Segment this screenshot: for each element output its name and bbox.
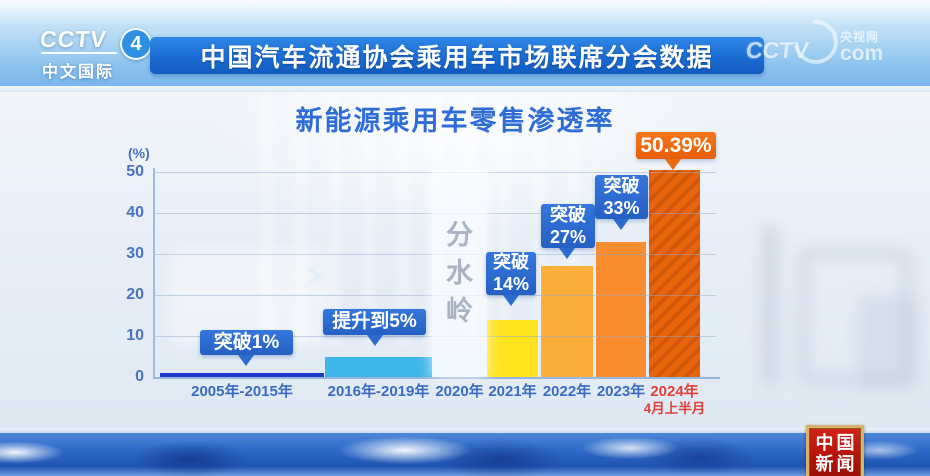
watershed-column: 分水岭	[432, 168, 487, 377]
callout-text: 突破	[550, 205, 586, 225]
callout-text: 27%	[549, 227, 587, 247]
watermark-domain: com	[840, 42, 884, 65]
callout-突破27%: 突破 27%	[541, 204, 595, 259]
channel-bug: CCTV 4 中文国际	[38, 24, 160, 81]
callout-pointer-icon	[503, 295, 519, 306]
callout-pointer-icon	[367, 335, 383, 346]
watermark: CCTV 央视网 com	[742, 11, 922, 73]
callout-pointer-icon	[559, 248, 575, 259]
x-axis-tick-label: 2020年	[390, 383, 530, 400]
background-streaks	[250, 95, 590, 345]
x-axis-tick-label: 2005年-2015年	[172, 383, 312, 400]
callout-text: 33%	[603, 198, 640, 218]
x-tick-line: 2023年	[596, 383, 646, 400]
header-banner: 中国汽车流通协会乘用车市场联席分会数据	[150, 37, 764, 74]
callout-text: 突破	[603, 176, 640, 196]
y-axis-unit-label: (%)	[128, 145, 150, 161]
x-axis-tick-label: 2021年	[443, 383, 583, 400]
watershed-label-char: 岭	[446, 295, 473, 326]
callout-突破33%: 突破 33%	[595, 175, 648, 230]
bar-2005年-2015年	[160, 372, 324, 377]
callout-pointer-icon	[613, 219, 629, 230]
x-tick-line: 2022年	[542, 383, 592, 400]
y-axis-tick-label: 50	[126, 163, 144, 180]
channel-subtitle: 中文国际	[42, 64, 115, 81]
y-axis-tick-label: 0	[135, 368, 144, 385]
channel-number-icon: 4	[120, 28, 152, 60]
callout-pointer-icon	[665, 159, 681, 170]
cctv-logo: CCTV	[38, 26, 109, 52]
china-news-badge: 中国 新闻	[806, 425, 864, 476]
chart-title: 新能源乘用车零售渗透率	[295, 106, 615, 136]
bar-2024年4月上半月	[649, 170, 700, 377]
x-tick-line: 2020年	[435, 383, 484, 400]
y-axis-tick-label: 30	[126, 245, 144, 262]
badge-line2: 新闻	[815, 453, 858, 474]
watermark-site-name: 央视网	[840, 30, 880, 44]
callout-text: 提升到5%	[332, 311, 417, 332]
callout-突破1%: 突破1%	[200, 330, 293, 366]
x-axis-tick-label: 2022年	[497, 383, 637, 400]
bottom-ticker-band	[0, 433, 930, 476]
x-axis-tick-label: 2023年	[551, 383, 691, 400]
x-tick-line: 2016年-2019年	[327, 383, 430, 400]
cctv-logo-swoosh	[41, 52, 117, 54]
top-band-sheen	[0, 0, 930, 26]
y-axis-tick-label: 20	[126, 286, 144, 303]
ghost-shape	[170, 250, 330, 345]
x-axis-line	[153, 377, 720, 379]
callout-text: 突破1%	[213, 332, 280, 353]
header-banner-title: 中国汽车流通协会乘用车市场联席分会数据	[200, 43, 714, 72]
x-tick-line: 2005年-2015年	[191, 383, 293, 400]
ghost-shape	[858, 295, 920, 390]
bar-2021年	[487, 319, 538, 377]
x-tick-line: 4月上半月	[643, 401, 706, 416]
x-axis-tick-label: 2016年-2019年	[309, 383, 449, 400]
x-axis-tick-label: 2024年 4月上半月	[605, 383, 745, 417]
callout-text: 14%	[492, 273, 530, 294]
y-axis-tick-label: 40	[126, 204, 144, 221]
y-axis-tick-label: 10	[126, 327, 144, 344]
badge-line1: 中国	[815, 432, 858, 453]
callout-text: 50.39%	[640, 134, 712, 157]
callout-50.39%: 50.39%	[636, 132, 716, 170]
callout-pointer-icon	[238, 355, 254, 366]
bottom-divider	[0, 428, 930, 433]
bar-2016年-2019年	[325, 356, 432, 377]
x-tick-line: 2021年	[488, 383, 537, 400]
callout-提升到5%: 提升到5%	[323, 309, 426, 346]
callout-突破14%: 突破 14%	[486, 252, 536, 306]
y-axis-line	[153, 168, 155, 379]
x-tick-line: 2024年	[650, 383, 699, 400]
callout-text: 突破	[493, 252, 529, 272]
watershed-label-char: 水	[446, 257, 473, 288]
header-divider	[0, 86, 930, 92]
watershed-label-char: 分	[446, 219, 473, 250]
ghost-shape	[762, 225, 778, 385]
bar-2022年	[541, 266, 593, 377]
bar-2023年	[596, 241, 646, 377]
